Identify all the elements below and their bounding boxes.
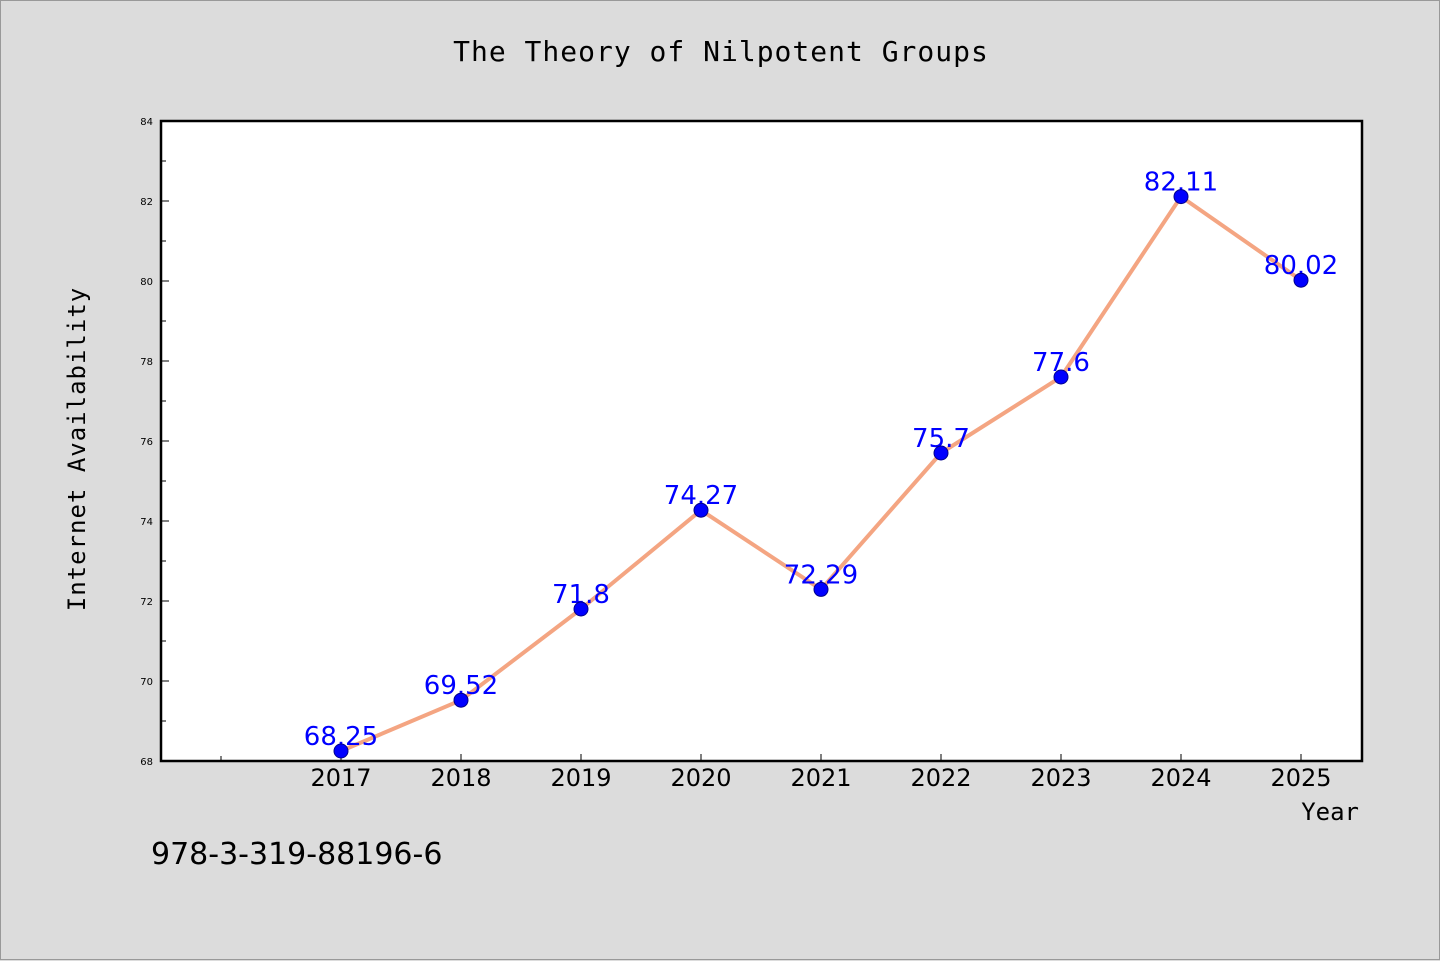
data-point xyxy=(1173,189,1189,205)
plot-frame xyxy=(159,119,1364,763)
x-tick-label: 2022 xyxy=(910,764,971,792)
data-point xyxy=(333,743,349,759)
y-tick-label: 70 xyxy=(140,677,153,688)
y-tick-label: 76 xyxy=(140,437,153,448)
chart-title: The Theory of Nilpotent Groups xyxy=(453,35,989,68)
data-point xyxy=(693,502,709,518)
isbn-code: 978-3-319-88196-6 xyxy=(151,837,443,872)
x-tick-label: 2021 xyxy=(790,764,851,792)
y-tick-label: 80 xyxy=(140,277,153,288)
data-point xyxy=(813,581,829,597)
x-tick-label: 2018 xyxy=(430,764,491,792)
x-axis-label: Year xyxy=(1301,798,1359,826)
y-tick-label: 74 xyxy=(140,517,153,528)
x-tick-label: 2023 xyxy=(1030,764,1091,792)
y-tick-label: 72 xyxy=(140,597,153,608)
data-point xyxy=(573,601,589,617)
data-point xyxy=(1293,272,1309,288)
plot-area xyxy=(161,121,1362,761)
data-point xyxy=(933,445,949,461)
y-tick-label: 82 xyxy=(140,197,153,208)
y-tick-label: 78 xyxy=(140,357,153,368)
data-point xyxy=(453,692,469,708)
data-point xyxy=(1053,369,1069,385)
x-tick-label: 2019 xyxy=(550,764,611,792)
x-tick-label: 2017 xyxy=(310,764,371,792)
y-tick-label: 84 xyxy=(140,117,153,128)
x-tick-label: 2024 xyxy=(1150,764,1211,792)
x-tick-label: 2025 xyxy=(1270,764,1331,792)
y-tick-label: 68 xyxy=(140,757,153,768)
x-tick-label: 2020 xyxy=(670,764,731,792)
